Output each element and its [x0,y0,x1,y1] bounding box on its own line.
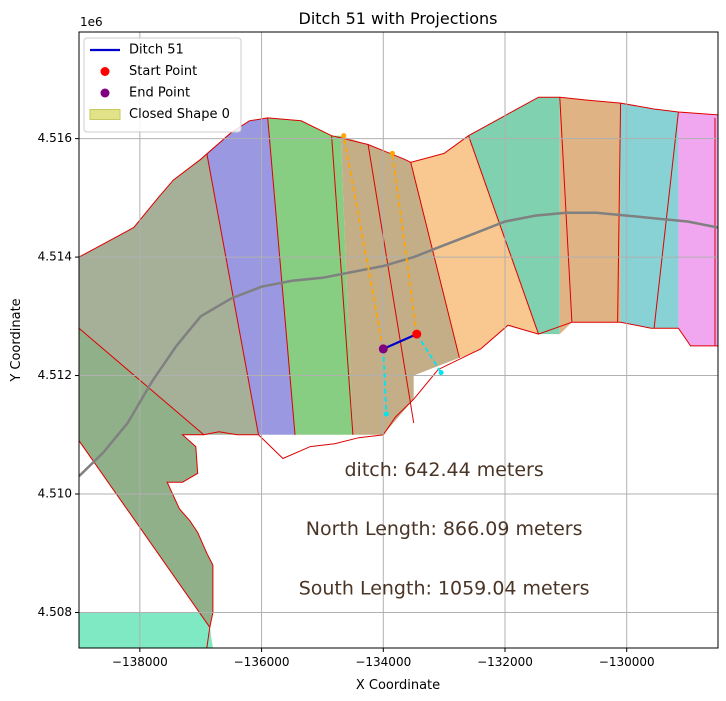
y-tick-label-1: 4.510 [38,487,72,501]
segment-boundary-9 [617,103,622,323]
y-tick-label-3: 4.514 [38,250,72,264]
ditch-line [382,333,418,350]
segment-boundary-4 [331,135,354,435]
segment-polygon-5 [340,135,460,435]
south-projection-end-0 [438,370,444,376]
segment-boundary-7 [468,135,539,335]
segment-polygon-1 [79,328,213,628]
legend: Ditch 51 Start Point End Point Closed Shape… [83,37,242,133]
legend-box [83,37,242,133]
segment-boundary-0 [79,440,211,628]
legend-swatch-3 [89,109,121,120]
y-tick-label-0: 4.508 [38,605,72,619]
north-projection-end-0 [389,150,395,156]
annotation-0: ditch: 642.44 meters [344,459,543,481]
north-projection-1 [342,135,385,350]
segment-boundary-2 [206,153,259,435]
legend-label-2: End Point [129,86,190,101]
segment-polygon-7 [468,97,560,335]
segment-polygon-8 [559,97,621,335]
annotation-layer: ditch: 642.44 meters North Length: 866.09… [299,459,590,599]
x-tick-label-3: −132000 [477,655,533,669]
south-projection-1 [382,348,388,415]
south-projection-end-1 [383,411,389,417]
outline-top [79,96,718,258]
x-tick-label-0: −138000 [112,655,168,669]
y-axis-label: Y Coordinate [9,298,24,382]
legend-swatch-1 [100,67,110,76]
lines-layer [79,133,718,478]
chart-title: Ditch 51 with Projections [299,9,498,28]
boundaries-layer [79,96,718,648]
annotation-2: South Length: 1059.04 meters [299,577,590,599]
start-point-marker [412,329,422,339]
segment-polygon-10 [678,112,718,346]
grid-layer [79,32,718,648]
centerline [79,211,718,478]
segment-polygon-0 [79,440,213,648]
legend-label-1: Start Point [129,64,197,79]
y-axis: 4.508 4.510 4.512 4.514 4.516 [38,131,79,619]
x-tick-label-4: −130000 [599,655,655,669]
x-tick-label-1: −136000 [234,655,290,669]
y-tick-label-4: 4.516 [38,131,72,145]
y-tick-label-2: 4.512 [38,368,72,382]
north-projection-end-1 [341,133,347,139]
x-tick-label-2: −134000 [355,655,411,669]
segment-boundary-3 [267,117,296,435]
legend-label-3: Closed Shape 0 [129,107,230,122]
legend-swatch-2 [100,88,110,98]
north-projection-0 [391,153,418,335]
segment-polygon-6 [410,135,539,358]
segment-boundary-5 [367,144,415,423]
x-axis-label: X Coordinate [356,678,440,693]
end-point-marker [378,344,388,354]
segments-layer [79,97,718,648]
segment-polygon-3 [206,117,295,435]
plot-frame [78,31,719,649]
y-offset-label: 1e6 [80,15,103,29]
segment-boundary-1 [79,327,205,436]
segment-boundary-6 [410,162,460,358]
segment-polygon-9 [620,103,679,329]
outline-bottom [166,321,718,648]
x-axis: −138000 −136000 −134000 −132000 −130000 [112,648,655,669]
plot-area: ditch: 642.44 meters North Length: 866.09… [79,32,718,648]
segment-boundary-8 [559,97,573,323]
segment-polygon-2 [79,153,259,435]
legend-label-0: Ditch 51 [129,43,184,58]
annotation-1: North Length: 866.09 meters [306,518,583,540]
segment-polygon-4 [267,117,353,435]
